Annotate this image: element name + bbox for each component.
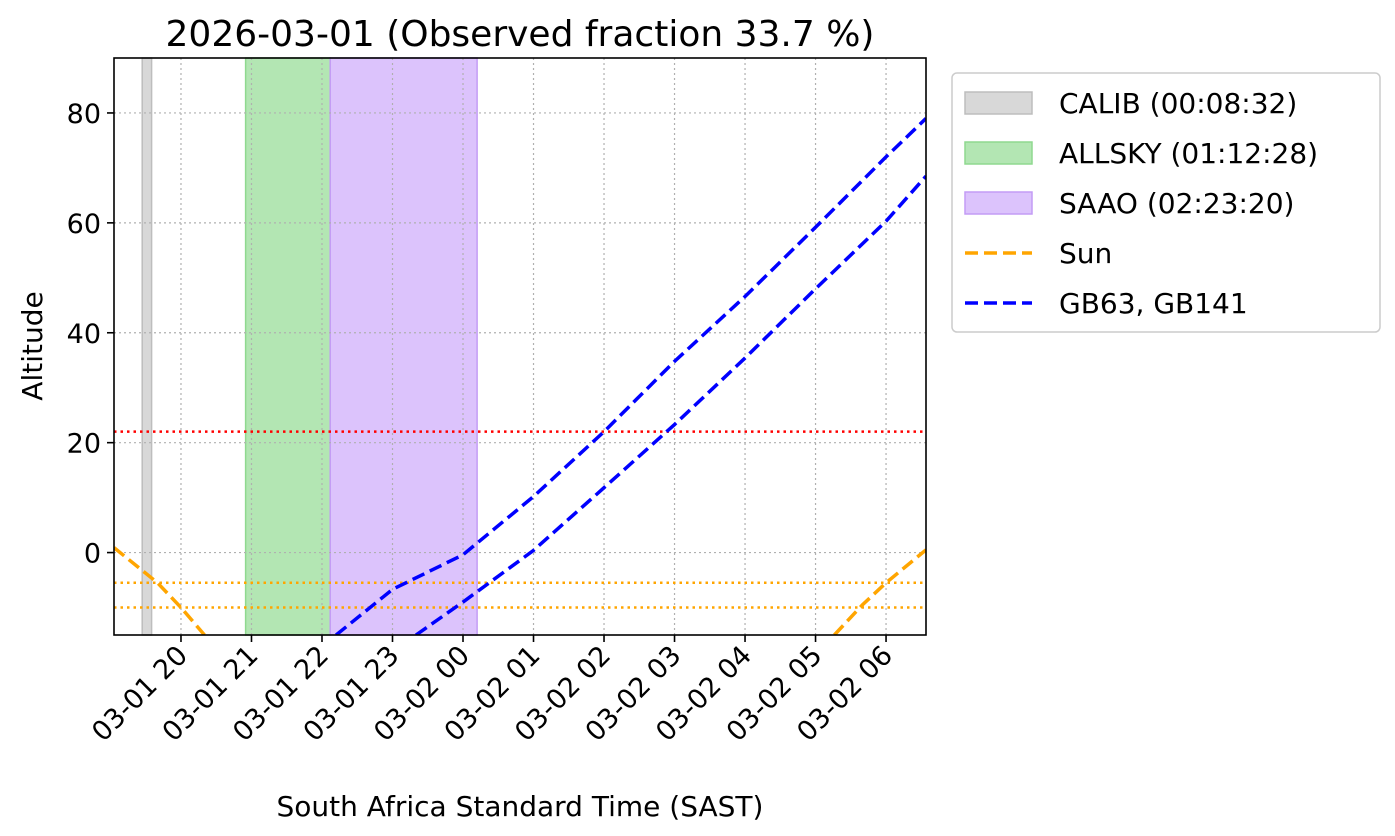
legend-label: Sun: [1059, 237, 1112, 270]
y-axis-label: Altitude: [16, 291, 49, 400]
series-line: [334, 117, 926, 635]
span-band: [244, 57, 331, 636]
y-tick-label: 40: [67, 319, 101, 350]
y-tick-label: 80: [67, 99, 101, 130]
chart-title: 2026-03-01 (Observed fraction 33.7 %): [166, 14, 875, 55]
legend-frame: [951, 72, 1381, 333]
legend: CALIB (00:08:32) ALLSKY (01:12:28) SAAO (0…: [951, 72, 1381, 333]
series-line: [833, 548, 926, 635]
y-tick-label: 20: [67, 429, 101, 460]
series-line: [114, 546, 206, 635]
series-group: [114, 117, 926, 635]
legend-swatch: [964, 91, 1033, 115]
span-band: [329, 57, 478, 636]
legend-label: GB63, GB141: [1059, 287, 1248, 320]
y-tick-label: 60: [67, 209, 101, 240]
series-line: [414, 174, 926, 635]
span-band: [141, 57, 153, 636]
legend-label: ALLSKY (01:12:28): [1059, 137, 1318, 170]
legend-label: SAAO (02:23:20): [1059, 187, 1294, 220]
legend-swatch: [964, 141, 1033, 165]
legend-label: CALIB (00:08:32): [1059, 87, 1297, 120]
x-axis-label: South Africa Standard Time (SAST): [277, 790, 764, 823]
plot-frame: [113, 57, 927, 636]
legend-swatch: [964, 191, 1033, 215]
y-tick-label: 0: [84, 539, 101, 570]
